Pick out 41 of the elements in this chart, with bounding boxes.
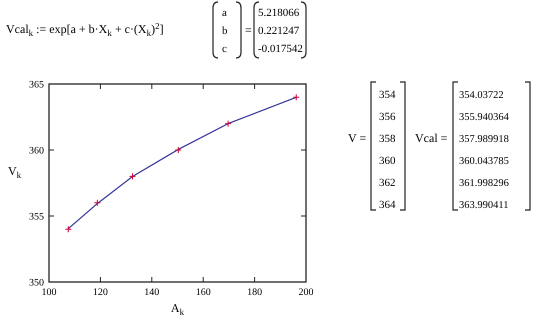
text: c bbox=[222, 43, 227, 55]
line-series bbox=[68, 96, 297, 230]
x-tick-label: 180 bbox=[247, 287, 262, 298]
text: 356 bbox=[379, 111, 396, 123]
point bbox=[94, 199, 101, 206]
point bbox=[292, 94, 300, 101]
text: V = bbox=[348, 131, 366, 145]
text: 0.221247 bbox=[258, 25, 300, 37]
y-tick-label: 355 bbox=[29, 212, 44, 222]
y-tick-label: 360 bbox=[29, 146, 44, 156]
text: 361.998296 bbox=[459, 178, 509, 189]
y-tick-label: 365 bbox=[29, 80, 44, 90]
text: 360 bbox=[379, 155, 396, 167]
text: 363.990411 bbox=[459, 200, 508, 211]
x-tick-label: 160 bbox=[196, 287, 211, 298]
x-tick-label: 100 bbox=[42, 287, 56, 298]
point bbox=[129, 172, 136, 180]
text: 360.043785 bbox=[459, 156, 509, 167]
text: 358 bbox=[379, 133, 396, 145]
text: Vcal = bbox=[415, 131, 448, 145]
text: = bbox=[245, 23, 252, 37]
text: Vcal$_{k}$ := exp[a + b·X$_{k}$ + c·(X$_{k}$)$^{2}$] bbox=[6, 21, 164, 38]
text: 355.940364 bbox=[459, 112, 510, 123]
text: -0.017542 bbox=[258, 43, 303, 55]
text: 354.03722 bbox=[459, 90, 504, 101]
text: 362 bbox=[379, 177, 396, 189]
x-tick-label: 200 bbox=[298, 287, 314, 298]
text: 357.989918 bbox=[459, 134, 509, 145]
y-axis-title: V$_{k}$ bbox=[8, 164, 22, 180]
text: a bbox=[222, 7, 227, 19]
x-tick-label: 120 bbox=[92, 287, 108, 298]
text: 354 bbox=[379, 89, 396, 101]
point bbox=[64, 226, 72, 233]
point bbox=[224, 120, 232, 128]
x-tick-label: 140 bbox=[144, 287, 160, 298]
text: 364 bbox=[379, 199, 396, 211]
x-axis-title: A$_{k}$ bbox=[170, 301, 185, 317]
point bbox=[174, 146, 182, 154]
text: 5.218066 bbox=[258, 7, 300, 19]
text: b bbox=[222, 25, 228, 37]
y-tick-label: 350 bbox=[29, 278, 44, 288]
